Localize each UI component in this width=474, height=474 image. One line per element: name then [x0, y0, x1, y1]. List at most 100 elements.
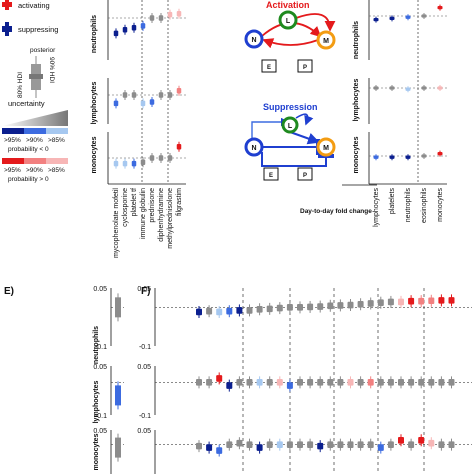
legend-red-mid [24, 158, 46, 164]
panel-F-mark [398, 376, 404, 389]
panel-F-mark [408, 295, 415, 308]
left-tick-label: platelet tf [131, 188, 138, 216]
panel-F-mark [398, 295, 404, 308]
activation-node-E [261, 59, 277, 73]
legend-blue-strong [2, 128, 24, 134]
left-mark [167, 90, 173, 100]
suppression-title: Suppression [263, 102, 318, 112]
panel-F-mark [236, 376, 243, 389]
panel-E-mark [115, 293, 121, 322]
panel-F-mark [226, 438, 233, 451]
panel-F-mark [266, 302, 273, 315]
panel-F-mark [216, 372, 223, 385]
suppression-node-M [316, 137, 336, 157]
left-tick-label: mycophenolate mofetil [113, 188, 120, 258]
suppression-node-P-label: P [303, 173, 307, 179]
panel-F-mark [357, 376, 364, 389]
right-mark [437, 85, 443, 91]
right-mark [421, 153, 427, 159]
left-mark [131, 22, 137, 33]
panel-F-mark [398, 434, 404, 447]
panel-F-mark [347, 376, 354, 389]
panel-F-mark [438, 376, 445, 389]
panel-E-mark [115, 381, 121, 410]
left-mark [176, 8, 182, 19]
panel-E-mark [115, 433, 121, 462]
left-mark [122, 90, 128, 100]
panel-F-mark [438, 294, 445, 307]
panel-F-mark [428, 437, 435, 450]
right-row-label-neutrophils: neutrophils [353, 21, 360, 59]
panel-F-mark [347, 438, 354, 451]
legend-activating-label: activating [18, 1, 50, 10]
right-mark [437, 4, 443, 11]
left-mark [122, 24, 128, 35]
suppression-node-P [297, 167, 313, 181]
suppression-arrow-4 [261, 152, 334, 167]
activation-node-M-label: M [323, 38, 329, 45]
panel-F-mark [246, 376, 253, 389]
panel-F: F) 0.05 -0.1 0.05 -0.1 0.05 [137, 286, 472, 474]
panel-F-mark [216, 305, 223, 318]
left-tick-label: methylprednisolone [167, 188, 174, 249]
panel-F-mark [286, 379, 293, 392]
right-mark [437, 150, 443, 157]
left-mark [176, 85, 182, 96]
panel-F-mark [317, 440, 324, 453]
left-mark [140, 157, 146, 168]
suppression-arrow-3 [289, 131, 320, 145]
panel-E-row-label-lymphocytes: lymphocytes [93, 380, 100, 423]
legend-red-light [46, 158, 68, 164]
activation-node-N-label: N [251, 37, 256, 44]
panel-F-mark [266, 376, 273, 389]
panel-F-mark [357, 438, 364, 451]
suppression-node-N [244, 137, 264, 157]
left-mark [167, 153, 173, 163]
panel-F-mark [297, 301, 303, 314]
panel-F-mark [448, 294, 455, 307]
panel-F-mark [418, 376, 425, 389]
legend-red-caption: probability > 0 [8, 176, 49, 183]
left-mark [158, 153, 164, 163]
panel-F-mark [236, 437, 243, 450]
left-mark [167, 9, 173, 20]
panel-F-mark [387, 376, 394, 389]
legend-blue-level-2: >90% [26, 137, 43, 144]
legend-blue-level-3: >85% [48, 137, 65, 144]
panel-F-mark [256, 303, 263, 316]
legend-red-strong [2, 158, 24, 164]
panel-F-mark [276, 438, 283, 451]
suppression-node-L-label: L [288, 123, 293, 130]
right-mark [405, 86, 411, 93]
legend-blue-mid [24, 128, 46, 134]
panel-F-tick-label: -0.1 [139, 344, 151, 351]
panel-F-mark [286, 301, 293, 314]
left-mark [140, 20, 146, 31]
left-mark [149, 97, 155, 107]
left-mark [149, 153, 155, 163]
panel-F-mark [307, 376, 314, 389]
panel-F-mark [337, 438, 344, 451]
panel-F-mark [206, 441, 213, 454]
right-mark [389, 85, 395, 91]
panel-F-mark [307, 438, 314, 451]
day-to-day-label: Day-to-day fold change [300, 208, 372, 215]
legend-hdi90-label: 90% HDI [48, 57, 55, 83]
left-tick-label: immune globulin [140, 188, 147, 239]
left-mark [149, 13, 155, 23]
panel-F-mark [327, 376, 334, 389]
panel-F-mark [196, 376, 202, 389]
panel-F-mark [377, 376, 384, 389]
panel-F-mark [418, 295, 425, 308]
right-mark [389, 15, 395, 22]
panel-F-mark [297, 376, 303, 389]
right-tick-label: lymphocytes [373, 188, 380, 227]
panel-F-mark [246, 304, 253, 317]
left-mark [113, 28, 119, 39]
right-mark [373, 16, 379, 23]
suppression-node-E [263, 167, 279, 181]
panel-E-tick-label: -0.1 [95, 413, 107, 420]
legend-uncertainty-wedge [2, 110, 68, 126]
suppression-node-E-label: E [269, 173, 273, 179]
